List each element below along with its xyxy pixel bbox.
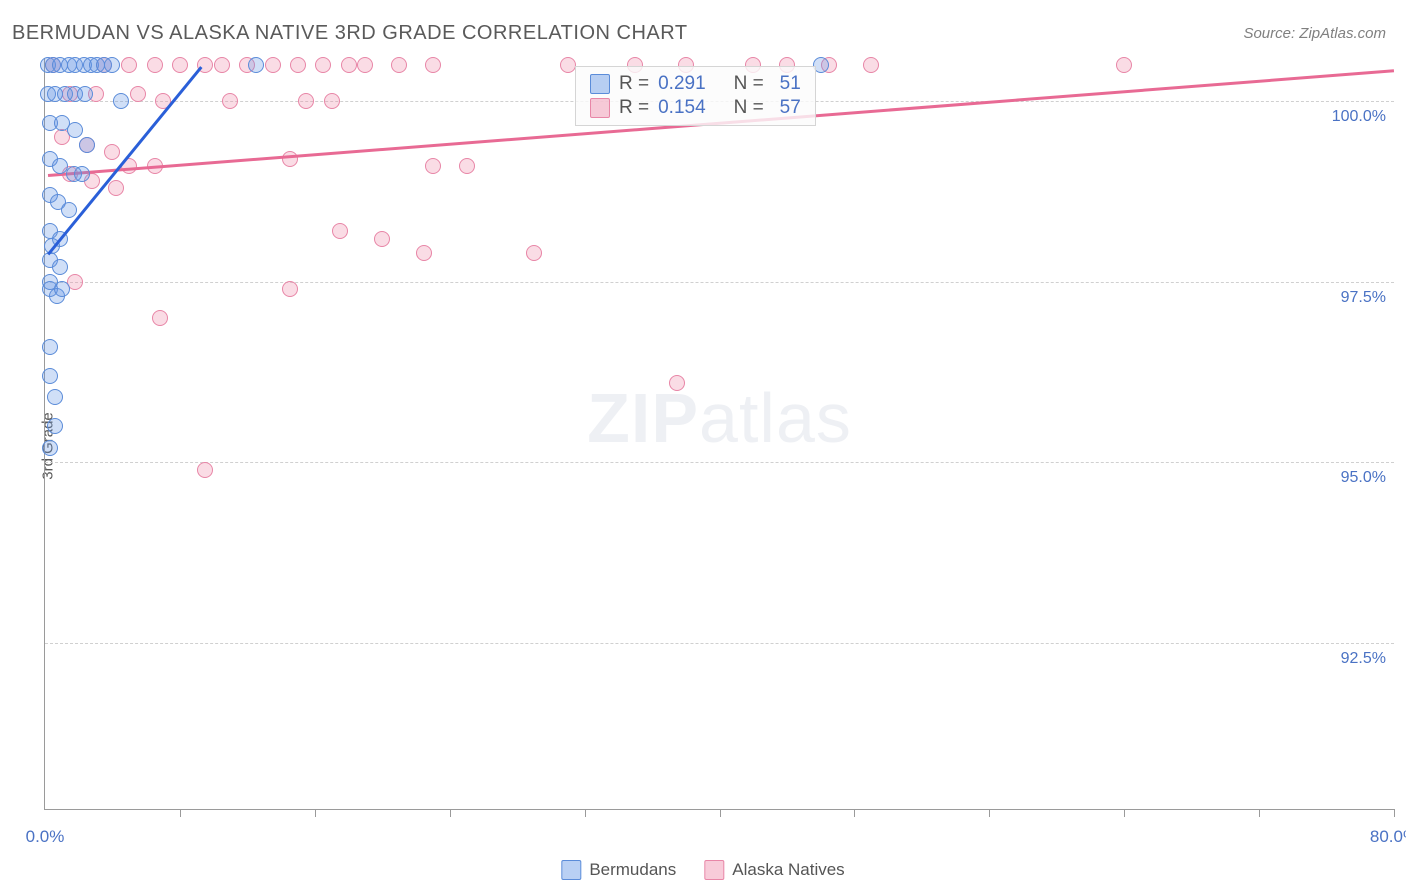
source-label: Source: ZipAtlas.com xyxy=(1243,25,1386,42)
data-point xyxy=(332,223,348,239)
data-point xyxy=(290,57,306,73)
data-point xyxy=(152,310,168,326)
legend-swatch xyxy=(590,74,610,94)
legend-swatch xyxy=(590,98,610,118)
data-point xyxy=(416,245,432,261)
y-tick-label: 95.0% xyxy=(1341,469,1386,487)
data-point xyxy=(74,166,90,182)
data-point xyxy=(391,57,407,73)
data-point xyxy=(669,375,685,391)
data-point xyxy=(222,93,238,109)
data-point xyxy=(425,158,441,174)
data-point xyxy=(214,57,230,73)
gridline xyxy=(45,643,1394,644)
r-label: R = xyxy=(619,73,649,95)
chart-title: BERMUDAN VS ALASKA NATIVE 3RD GRADE CORR… xyxy=(12,22,688,45)
legend-label: Bermudans xyxy=(589,860,676,880)
n-value: 51 xyxy=(773,73,801,95)
data-point xyxy=(108,180,124,196)
n-label: N = xyxy=(734,97,764,119)
x-tick-label: 80.0% xyxy=(1370,827,1406,847)
data-point xyxy=(52,259,68,275)
x-tick xyxy=(180,809,181,817)
n-label: N = xyxy=(734,73,764,95)
data-point xyxy=(42,440,58,456)
data-point xyxy=(282,281,298,297)
data-point xyxy=(54,281,70,297)
data-point xyxy=(526,245,542,261)
watermark: ZIPatlas xyxy=(587,378,852,458)
n-value: 57 xyxy=(773,97,801,119)
data-point xyxy=(61,202,77,218)
data-point xyxy=(79,137,95,153)
stats-legend-row: R = 0.291 N = 51 xyxy=(590,72,801,96)
r-value: 0.154 xyxy=(658,97,706,119)
data-point xyxy=(47,389,63,405)
y-tick-label: 100.0% xyxy=(1332,108,1386,126)
data-point xyxy=(459,158,475,174)
data-point xyxy=(113,93,129,109)
data-point xyxy=(1116,57,1132,73)
data-point xyxy=(341,57,357,73)
data-point xyxy=(560,57,576,73)
legend-swatch xyxy=(561,860,581,880)
gridline xyxy=(45,282,1394,283)
data-point xyxy=(265,57,281,73)
x-tick xyxy=(1259,809,1260,817)
x-tick xyxy=(854,809,855,817)
data-point xyxy=(67,122,83,138)
legend-item: Alaska Natives xyxy=(704,860,844,880)
data-point xyxy=(42,339,58,355)
gridline xyxy=(45,462,1394,463)
data-point xyxy=(47,418,63,434)
x-tick xyxy=(720,809,721,817)
data-point xyxy=(77,86,93,102)
y-tick-label: 97.5% xyxy=(1341,289,1386,307)
data-point xyxy=(298,93,314,109)
data-point xyxy=(121,57,137,73)
data-point xyxy=(104,57,120,73)
x-tick xyxy=(450,809,451,817)
stats-legend: R = 0.291 N = 51 R = 0.154 N = 57 xyxy=(575,66,816,126)
y-tick-label: 92.5% xyxy=(1341,650,1386,668)
x-tick xyxy=(1394,809,1395,817)
data-point xyxy=(42,368,58,384)
data-point xyxy=(357,57,373,73)
data-point xyxy=(425,57,441,73)
legend-swatch xyxy=(704,860,724,880)
chart-header: BERMUDAN VS ALASKA NATIVE 3RD GRADE CORR… xyxy=(0,0,1406,45)
x-tick xyxy=(585,809,586,817)
data-point xyxy=(130,86,146,102)
data-point xyxy=(104,144,120,160)
r-value: 0.291 xyxy=(658,73,706,95)
data-point xyxy=(147,57,163,73)
data-point xyxy=(324,93,340,109)
data-point xyxy=(248,57,264,73)
x-tick xyxy=(315,809,316,817)
data-point xyxy=(197,462,213,478)
data-point xyxy=(863,57,879,73)
r-label: R = xyxy=(619,97,649,119)
data-point xyxy=(172,57,188,73)
data-point xyxy=(374,231,390,247)
chart-legend: Bermudans Alaska Natives xyxy=(561,860,844,880)
x-tick xyxy=(989,809,990,817)
x-tick xyxy=(1124,809,1125,817)
scatter-chart: ZIPatlas 100.0%97.5%95.0%92.5%0.0%80.0%R… xyxy=(44,58,1394,810)
legend-label: Alaska Natives xyxy=(732,860,844,880)
x-tick-label: 0.0% xyxy=(26,827,65,847)
data-point xyxy=(315,57,331,73)
data-point xyxy=(282,151,298,167)
stats-legend-row: R = 0.154 N = 57 xyxy=(590,96,801,120)
legend-item: Bermudans xyxy=(561,860,676,880)
